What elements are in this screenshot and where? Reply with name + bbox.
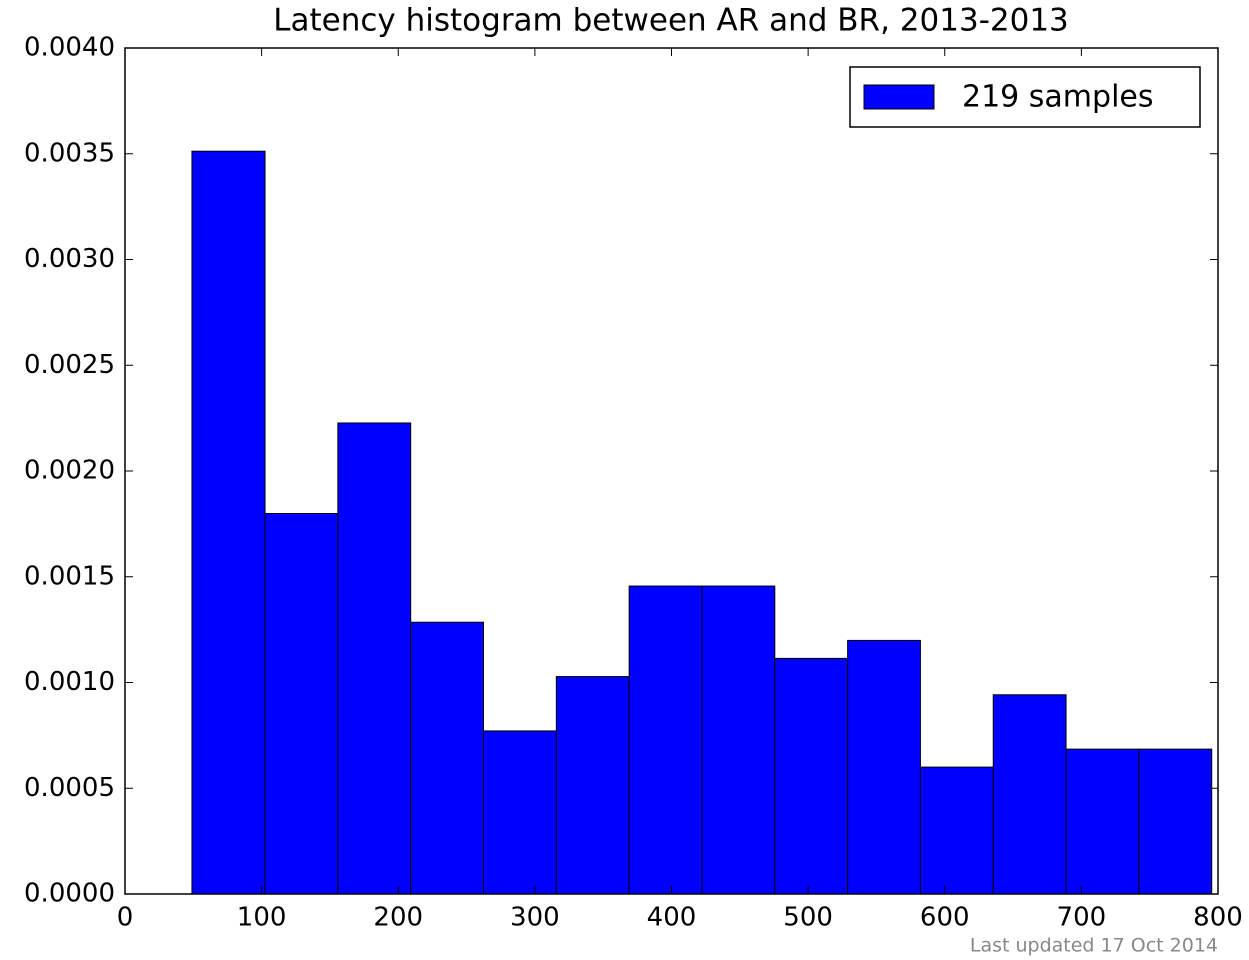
y-tick-label: 0.0020 xyxy=(24,456,115,486)
y-tick-label: 0.0030 xyxy=(24,244,115,274)
bar xyxy=(337,422,412,895)
x-tick-label: 800 xyxy=(1193,903,1243,933)
y-tick-label: 0.0025 xyxy=(24,350,115,380)
x-tick-label: 0 xyxy=(117,903,134,933)
x-tick-label: 300 xyxy=(510,903,560,933)
x-tick-label: 500 xyxy=(783,903,833,933)
bar xyxy=(410,621,485,895)
x-tick-label: 700 xyxy=(1057,903,1107,933)
legend-swatch xyxy=(863,84,935,110)
bar xyxy=(264,513,339,895)
x-tick-label: 600 xyxy=(920,903,970,933)
legend-label: 219 samples xyxy=(962,80,1154,115)
chart-title: Latency histogram between AR and BR, 201… xyxy=(273,3,1069,39)
y-tick-label: 0.0035 xyxy=(24,138,115,168)
y-tick-label: 0.0010 xyxy=(24,667,115,697)
bar xyxy=(1138,748,1213,895)
y-tick-label: 0.0040 xyxy=(24,33,115,63)
bar xyxy=(555,676,630,895)
bar xyxy=(1065,748,1140,895)
x-tick-label: 200 xyxy=(373,903,423,933)
bar xyxy=(701,585,776,895)
y-tick-label: 0.0005 xyxy=(24,773,115,803)
bar xyxy=(992,694,1067,895)
footnote: Last updated 17 Oct 2014 xyxy=(970,935,1218,957)
bar xyxy=(628,585,703,895)
bar xyxy=(483,730,557,895)
y-tick-label: 0.0000 xyxy=(24,879,115,909)
x-tick-label: 400 xyxy=(647,903,697,933)
x-tick-label: 100 xyxy=(237,903,287,933)
bar xyxy=(774,657,849,895)
bar xyxy=(919,766,994,895)
bar xyxy=(191,150,266,895)
bar xyxy=(847,639,921,895)
y-tick-label: 0.0015 xyxy=(24,561,115,591)
